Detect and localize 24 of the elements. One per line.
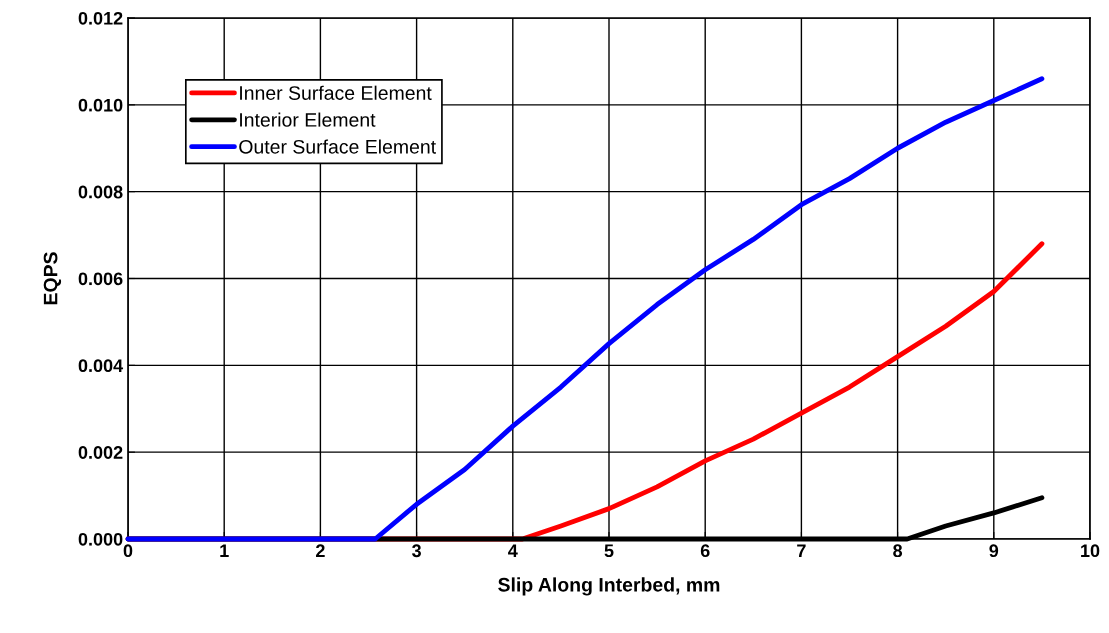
x-tick-label: 3 (411, 544, 421, 558)
x-tick-label: 6 (700, 544, 710, 558)
legend-label: Inner Surface Element (240, 85, 432, 100)
line-series (125, 76, 1045, 542)
x-tick-label: 1 (220, 544, 229, 557)
x-tick-label: 2 (316, 544, 325, 557)
x-tick-label: 0 (123, 544, 133, 558)
x-tick-label: 8 (893, 544, 903, 558)
x-tick-label: 7 (797, 544, 806, 557)
y-tick-label: 0.008 (78, 185, 123, 199)
x-axis-title: Slip Along Interbed, mm (498, 577, 720, 596)
x-tick-label: 4 (508, 544, 518, 557)
y-tick-label: 0.006 (78, 272, 123, 286)
x-tick-label: 5 (604, 544, 614, 558)
x-tick-label: 9 (989, 544, 999, 558)
y-axis-title: EQPS (43, 252, 62, 305)
y-tick-label: 0.010 (78, 98, 123, 112)
x-tick-label: 10 (1081, 544, 1100, 558)
y-tick-label: 0.004 (78, 359, 124, 373)
y-tick-label: 0.012 (78, 11, 123, 25)
y-tick-label: 0.002 (78, 446, 123, 459)
legend-label: Outer Surface Element (239, 139, 436, 154)
legend-label: Interior Element (240, 112, 376, 127)
y-tick-label: 0.000 (78, 532, 123, 546)
